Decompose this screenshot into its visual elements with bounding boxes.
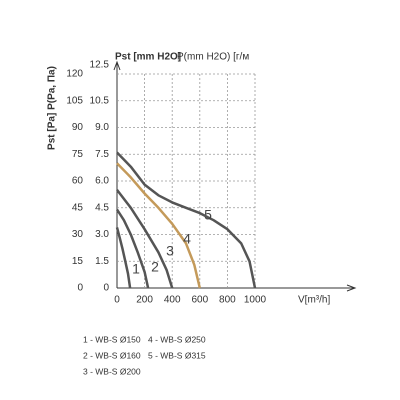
x-tick-label: 1000 [244,295,267,306]
y2-tick-label: 3.0 [95,229,109,240]
x-tick-label: 200 [136,295,153,306]
y-tick-label: 105 [66,95,83,106]
x-tick-label: 800 [219,295,236,306]
y-tick-label: 120 [66,69,83,80]
x-tick-label: 600 [191,295,208,306]
curve-label: 1 [132,261,140,277]
y2-tick-label: 9.0 [95,122,109,133]
y2-tick-label: 1.5 [95,256,109,267]
legend-entry: 2 - WB-S Ø160 [83,350,141,360]
y-tick-label: 30 [72,229,84,240]
x-tick-label: 400 [164,295,181,306]
y2-tick-label: 4.5 [95,202,109,213]
curve [115,227,132,289]
legend-entry: 1 - WB-S Ø150 [83,334,141,344]
y-tick-label: 90 [72,122,84,133]
x-tick-label: 0 [114,295,120,306]
x-axis-label: V[m³/h] [298,295,330,306]
y2-tick-label: 0 [103,283,109,294]
y-tick-label: 45 [72,202,84,213]
curve-label: 4 [183,231,191,247]
legend-entry: 5 - WB-S Ø315 [148,350,206,360]
curve [116,162,202,289]
legend-entry: 4 - WB-S Ø250 [148,334,206,344]
curve [116,189,174,289]
y2-tick-label: 10.5 [90,95,110,106]
chart-title: Pst [mm H2O] [115,52,181,63]
curve [116,151,257,289]
curve-label: 3 [166,243,174,259]
curve-label: 2 [151,259,159,275]
curve [115,208,150,289]
curve-label: 5 [204,207,212,223]
y-axis-label: Pst [Pa] P(Pa, Па) [47,66,58,150]
y2-tick-label: 6.0 [95,176,109,187]
chart-subtitle: P(mm H2O) [г/м [177,52,249,63]
y-tick-label: 75 [72,149,84,160]
y-tick-label: 15 [72,256,84,267]
y-tick-label: 0 [77,283,83,294]
y-tick-label: 60 [72,176,84,187]
x-axis [117,284,357,292]
y-axis [113,60,121,288]
y2-tick-label: 12.5 [90,60,110,71]
y2-tick-label: 7.5 [95,149,109,160]
legend-entry: 3 - WB-S Ø200 [83,366,141,376]
